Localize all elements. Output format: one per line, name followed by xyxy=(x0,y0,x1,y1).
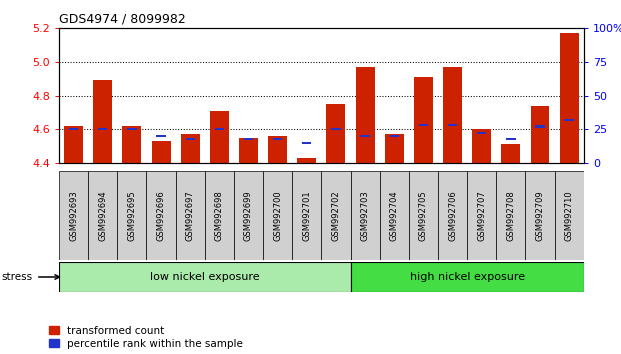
Bar xyxy=(477,132,486,134)
Bar xyxy=(98,128,107,130)
Bar xyxy=(560,33,579,163)
Text: GSM992702: GSM992702 xyxy=(332,190,340,241)
Bar xyxy=(322,171,350,260)
Bar xyxy=(297,158,316,163)
Bar xyxy=(564,119,574,121)
Text: GSM992703: GSM992703 xyxy=(361,190,369,241)
Bar xyxy=(181,134,200,163)
Text: GSM992696: GSM992696 xyxy=(156,190,166,241)
Bar xyxy=(496,171,525,260)
Bar xyxy=(69,128,78,130)
Text: GSM992698: GSM992698 xyxy=(215,190,224,241)
Text: GSM992707: GSM992707 xyxy=(477,190,486,241)
Bar xyxy=(302,142,312,144)
Text: GDS4974 / 8099982: GDS4974 / 8099982 xyxy=(59,12,186,25)
Bar xyxy=(327,104,345,163)
Bar xyxy=(156,135,166,137)
Text: GSM992708: GSM992708 xyxy=(506,190,515,241)
Bar xyxy=(273,138,283,140)
Bar xyxy=(239,138,258,163)
Bar xyxy=(176,171,205,260)
Bar xyxy=(234,171,263,260)
Text: GSM992693: GSM992693 xyxy=(69,190,78,241)
Text: GSM992694: GSM992694 xyxy=(98,190,107,241)
Legend: transformed count, percentile rank within the sample: transformed count, percentile rank withi… xyxy=(48,326,243,349)
Text: low nickel exposure: low nickel exposure xyxy=(150,272,260,282)
Bar xyxy=(360,135,369,137)
Bar xyxy=(506,138,515,140)
Bar xyxy=(356,67,374,163)
Bar xyxy=(186,138,195,140)
Text: GSM992695: GSM992695 xyxy=(127,190,137,241)
Bar xyxy=(379,171,409,260)
Bar xyxy=(215,128,224,130)
Text: GSM992709: GSM992709 xyxy=(535,190,545,241)
Bar xyxy=(385,134,404,163)
Bar xyxy=(472,129,491,163)
Bar xyxy=(93,80,112,163)
Text: GSM992706: GSM992706 xyxy=(448,190,457,241)
Bar xyxy=(448,124,457,126)
Bar xyxy=(467,171,496,260)
Bar xyxy=(350,262,584,292)
Text: GSM992710: GSM992710 xyxy=(564,190,574,241)
Bar xyxy=(117,171,147,260)
Bar xyxy=(389,135,399,137)
Bar xyxy=(59,262,350,292)
Text: stress: stress xyxy=(2,272,33,282)
Bar xyxy=(210,111,229,163)
Bar xyxy=(530,106,550,163)
Bar xyxy=(64,126,83,163)
Bar xyxy=(419,124,428,126)
Bar xyxy=(555,171,584,260)
Bar xyxy=(525,171,555,260)
Bar xyxy=(268,136,287,163)
Bar xyxy=(205,171,234,260)
Text: GSM992697: GSM992697 xyxy=(186,190,194,241)
Bar xyxy=(535,125,545,127)
Text: GSM992704: GSM992704 xyxy=(390,190,399,241)
Bar xyxy=(244,138,253,140)
Bar xyxy=(414,77,433,163)
Bar xyxy=(331,128,340,130)
Bar xyxy=(438,171,467,260)
Bar xyxy=(350,171,379,260)
Bar xyxy=(147,171,176,260)
Bar xyxy=(127,128,137,130)
Bar xyxy=(59,171,88,260)
Bar xyxy=(263,171,292,260)
Text: GSM992700: GSM992700 xyxy=(273,190,282,241)
Text: high nickel exposure: high nickel exposure xyxy=(410,272,525,282)
Bar xyxy=(152,141,171,163)
Text: GSM992705: GSM992705 xyxy=(419,190,428,241)
Bar xyxy=(409,171,438,260)
Text: GSM992701: GSM992701 xyxy=(302,190,311,241)
Text: GSM992699: GSM992699 xyxy=(244,190,253,241)
Bar xyxy=(292,171,322,260)
Bar xyxy=(443,67,462,163)
Bar xyxy=(122,126,142,163)
Bar xyxy=(501,144,520,163)
Bar xyxy=(88,171,117,260)
